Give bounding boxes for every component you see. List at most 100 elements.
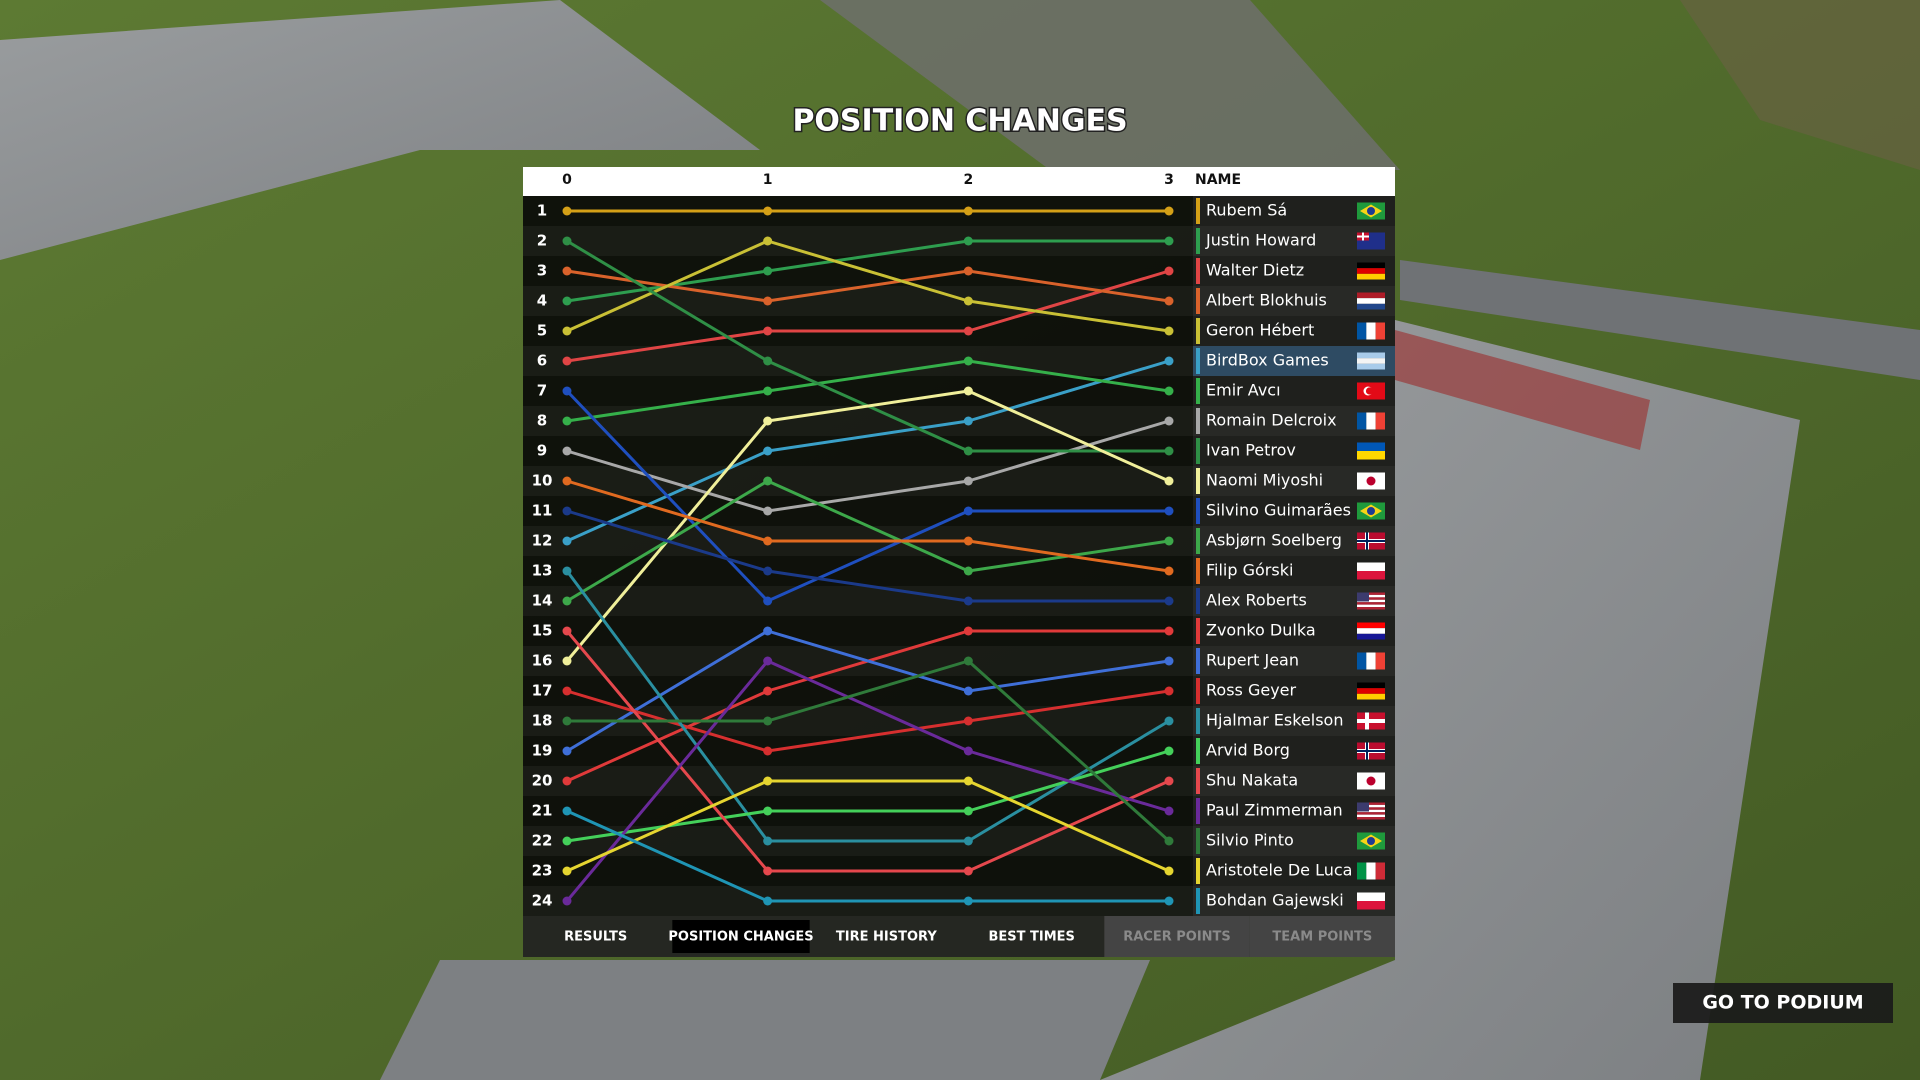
flag-part [1357,540,1385,542]
flag [1357,832,1385,850]
racer-color-bar [1196,798,1200,824]
position-point [963,656,973,666]
position-point [1164,356,1174,366]
flag [1357,352,1385,370]
dirt [1680,0,1920,170]
position-point [963,896,973,906]
flag-part [1366,412,1376,430]
button-bg[interactable] [1673,983,1893,1023]
racer-name: Silvio Pinto [1206,831,1294,850]
position-line [566,239,1170,333]
position-line [566,359,1170,423]
position-point [763,386,773,396]
flag-part [1357,592,1369,602]
flag-part [1357,298,1385,304]
flag-part [1366,476,1376,486]
position-point [562,236,572,246]
flag-part [1357,604,1385,608]
position-point [562,266,572,276]
position-point [963,686,973,696]
flag [1357,682,1385,700]
flag-part [1357,633,1385,640]
racer-color-bar [1196,228,1200,254]
tab-label[interactable]: RESULTS [564,930,627,945]
flag [1357,292,1385,310]
flag-part [1357,817,1385,820]
tab-active-bg[interactable] [672,920,810,953]
racer-name: Shu Nakata [1206,771,1298,790]
position-point [1164,416,1174,426]
flag-part [1357,628,1385,634]
position-point [763,686,773,696]
position-line [566,479,1170,573]
tab[interactable]: POSITION CHANGES [668,920,814,953]
position-point [763,836,773,846]
position-point [963,446,973,456]
position-point [963,206,973,216]
flag-part [1357,303,1385,310]
tab-label[interactable]: BEST TIMES [988,930,1074,945]
tab[interactable]: BEST TIMES [988,930,1074,945]
racer-name: Romain Delcroix [1206,411,1337,430]
racer-name: Rupert Jean [1206,651,1299,670]
racer-name: Bohdan Gajewski [1206,891,1344,910]
tab-label[interactable]: POSITION CHANGES [668,930,813,945]
racer-color-bar [1196,288,1200,314]
tab-label[interactable]: TIRE HISTORY [836,930,937,945]
racer-name: Walter Dietz [1206,261,1304,280]
flag [1357,442,1385,460]
button-label[interactable]: GO TO PODIUM [1702,992,1863,1014]
podium-button[interactable]: GO TO PODIUM [1673,983,1893,1023]
flag-part [1357,607,1385,610]
racer-name: Silvino Guimarães [1206,501,1351,520]
position-point [562,446,572,456]
position-label: 3 [537,262,547,280]
tab-label: RACER POINTS [1123,930,1231,945]
flag-part [1367,837,1375,845]
tab: TEAM POINTS [1249,916,1395,957]
position-line [566,269,1170,363]
position-point [562,896,572,906]
crowd [1395,330,1650,450]
tab[interactable]: TIRE HISTORY [836,930,937,945]
position-label: 18 [532,712,553,730]
x-tick-label: 3 [1164,172,1174,188]
racer-color-bar [1196,858,1200,884]
tab-disabled-bg [1104,916,1250,957]
racer-color-bar [1196,348,1200,374]
flag [1357,712,1385,730]
position-label: 6 [537,352,547,370]
flag [1357,412,1385,430]
flag [1357,772,1385,790]
position-point [1164,776,1174,786]
position-point [1164,476,1174,486]
position-label: 9 [537,442,547,460]
position-point [763,446,773,456]
position-point [763,206,773,216]
position-label: 15 [532,622,553,640]
position-point [1164,236,1174,246]
position-point [963,326,973,336]
flag [1357,562,1385,580]
racer-color-bar [1196,888,1200,914]
racer-color-bar [1196,678,1200,704]
position-point [963,536,973,546]
position-point [562,326,572,336]
position-point [963,476,973,486]
tab-label: TEAM POINTS [1272,930,1372,945]
flag-part [1357,352,1385,359]
position-point [963,296,973,306]
tab[interactable]: RESULTS [564,930,627,945]
position-point [562,866,572,876]
x-tick-label: 0 [562,172,572,188]
flag-part [1357,652,1367,670]
position-label: 14 [532,592,553,610]
position-point [763,356,773,366]
position-point [963,596,973,606]
track [0,0,760,260]
racer-name: Ivan Petrov [1206,441,1296,460]
position-label: 8 [537,412,547,430]
position-point [562,656,572,666]
racer-color-bar [1196,618,1200,644]
